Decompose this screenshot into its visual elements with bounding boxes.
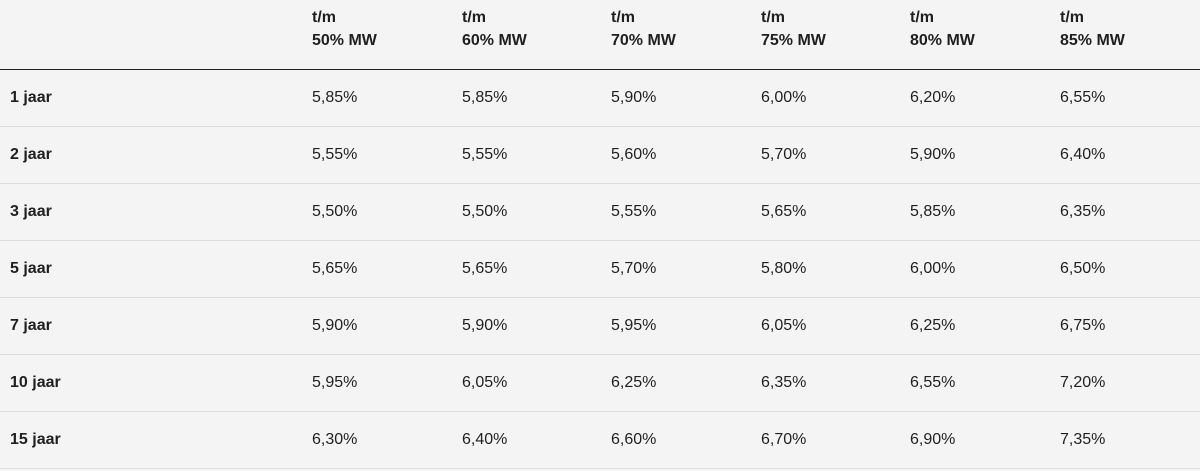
table-cell: 6,55% xyxy=(1060,89,1106,106)
table-cell: 5,80% xyxy=(761,260,807,277)
column-header-line1: t/m xyxy=(312,9,336,26)
column-header-line1: t/m xyxy=(761,9,785,26)
table-cell: 5,95% xyxy=(611,317,657,334)
table-cell: 6,40% xyxy=(1060,146,1106,163)
column-header-line2: 85% MW xyxy=(1060,32,1125,49)
column-header-line1: t/m xyxy=(910,9,934,26)
row-label: 2 jaar xyxy=(10,146,52,163)
table-cell: 6,00% xyxy=(910,260,956,277)
table-cell: 5,55% xyxy=(611,203,657,220)
table-row: 5 jaar 5,65% 5,65% 5,70% 5,80% 6,00% 6,5… xyxy=(0,241,1200,298)
column-header: t/m 85% MW xyxy=(1060,6,1125,52)
table-row: 15 jaar 6,30% 6,40% 6,60% 6,70% 6,90% 7,… xyxy=(0,412,1200,469)
table-cell: 5,90% xyxy=(462,317,508,334)
table-cell: 5,55% xyxy=(312,146,358,163)
table-header: t/m 50% MW t/m 60% MW t/m 70% MW t/m 75%… xyxy=(0,0,1200,70)
column-header-line2: 80% MW xyxy=(910,32,975,49)
column-header-line1: t/m xyxy=(462,9,486,26)
table-cell: 5,90% xyxy=(611,89,657,106)
column-header: t/m 70% MW xyxy=(611,6,676,52)
table-cell: 6,90% xyxy=(910,431,956,448)
table-body: 1 jaar 5,85% 5,85% 5,90% 6,00% 6,20% 6,5… xyxy=(0,70,1200,469)
table-cell: 6,00% xyxy=(761,89,807,106)
table-cell: 5,65% xyxy=(462,260,508,277)
table-cell: 5,65% xyxy=(312,260,358,277)
row-label: 10 jaar xyxy=(10,374,61,391)
column-header-line1: t/m xyxy=(611,9,635,26)
table-cell: 6,35% xyxy=(761,374,807,391)
row-label: 5 jaar xyxy=(10,260,52,277)
table-cell: 6,30% xyxy=(312,431,358,448)
table-cell: 6,70% xyxy=(761,431,807,448)
table-cell: 6,25% xyxy=(910,317,956,334)
table-cell: 6,05% xyxy=(761,317,807,334)
table-cell: 6,40% xyxy=(462,431,508,448)
table-cell: 5,90% xyxy=(312,317,358,334)
column-header: t/m 80% MW xyxy=(910,6,975,52)
column-header-line1: t/m xyxy=(1060,9,1084,26)
table-row: 3 jaar 5,50% 5,50% 5,55% 5,65% 5,85% 6,3… xyxy=(0,184,1200,241)
table-cell: 5,50% xyxy=(462,203,508,220)
table-cell: 5,85% xyxy=(462,89,508,106)
table-cell: 5,65% xyxy=(761,203,807,220)
column-header-line2: 50% MW xyxy=(312,32,377,49)
table-cell: 5,70% xyxy=(611,260,657,277)
table-cell: 5,70% xyxy=(761,146,807,163)
table-cell: 6,50% xyxy=(1060,260,1106,277)
table-row: 1 jaar 5,85% 5,85% 5,90% 6,00% 6,20% 6,5… xyxy=(0,70,1200,127)
table-cell: 7,20% xyxy=(1060,374,1106,391)
table-cell: 5,50% xyxy=(312,203,358,220)
table-cell: 5,85% xyxy=(910,203,956,220)
table-cell: 5,85% xyxy=(312,89,358,106)
row-label: 15 jaar xyxy=(10,431,61,448)
table-cell: 6,25% xyxy=(611,374,657,391)
column-header-line2: 60% MW xyxy=(462,32,527,49)
table-cell: 6,75% xyxy=(1060,317,1106,334)
table-cell: 5,55% xyxy=(462,146,508,163)
table-cell: 5,90% xyxy=(910,146,956,163)
column-header: t/m 75% MW xyxy=(761,6,826,52)
table-cell: 5,95% xyxy=(312,374,358,391)
table-cell: 6,20% xyxy=(910,89,956,106)
table-cell: 7,35% xyxy=(1060,431,1106,448)
table-cell: 6,55% xyxy=(910,374,956,391)
column-header-line2: 70% MW xyxy=(611,32,676,49)
table-row: 2 jaar 5,55% 5,55% 5,60% 5,70% 5,90% 6,4… xyxy=(0,127,1200,184)
column-header: t/m 60% MW xyxy=(462,6,527,52)
table-cell: 6,35% xyxy=(1060,203,1106,220)
table-cell: 5,60% xyxy=(611,146,657,163)
row-label: 1 jaar xyxy=(10,89,52,106)
column-header-line2: 75% MW xyxy=(761,32,826,49)
row-label: 7 jaar xyxy=(10,317,52,334)
table-cell: 6,05% xyxy=(462,374,508,391)
table-row: 7 jaar 5,90% 5,90% 5,95% 6,05% 6,25% 6,7… xyxy=(0,298,1200,355)
table-cell: 6,60% xyxy=(611,431,657,448)
column-header: t/m 50% MW xyxy=(312,6,377,52)
table-row: 10 jaar 5,95% 6,05% 6,25% 6,35% 6,55% 7,… xyxy=(0,355,1200,412)
row-label: 3 jaar xyxy=(10,203,52,220)
